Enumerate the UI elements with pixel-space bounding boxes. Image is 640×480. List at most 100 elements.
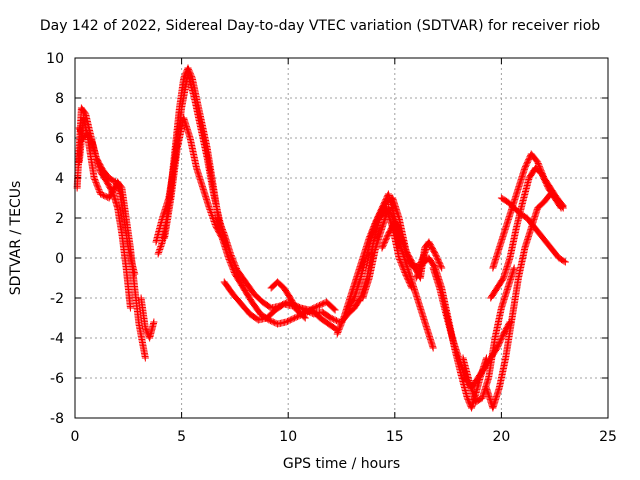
data-point-marker bbox=[400, 266, 408, 274]
data-point-marker bbox=[463, 394, 471, 402]
x-tick-label: 15 bbox=[386, 429, 404, 445]
data-point-marker bbox=[230, 257, 238, 265]
data-point-marker bbox=[218, 226, 226, 234]
data-point-marker bbox=[400, 240, 408, 248]
x-tick-label: 25 bbox=[599, 429, 617, 445]
x-tick-label: 0 bbox=[71, 429, 80, 445]
x-tick-label: 10 bbox=[279, 429, 297, 445]
data-point-marker bbox=[560, 257, 568, 265]
data-point-marker bbox=[395, 228, 403, 236]
data-point-marker bbox=[75, 124, 83, 132]
data-point-marker bbox=[157, 241, 165, 249]
data-point-marker bbox=[536, 164, 544, 172]
data-point-marker bbox=[210, 218, 218, 225]
data-point-marker bbox=[402, 247, 410, 255]
data-point-marker bbox=[291, 314, 299, 322]
data-point-marker bbox=[211, 219, 219, 227]
data-point-marker bbox=[535, 162, 543, 170]
data-point-marker bbox=[210, 216, 218, 224]
data-point-marker bbox=[141, 354, 149, 362]
data-point-marker bbox=[396, 231, 404, 239]
data-point-marker bbox=[327, 314, 335, 322]
data-point-marker bbox=[438, 264, 446, 272]
y-tick-label: -2 bbox=[50, 291, 64, 307]
data-point-marker bbox=[310, 304, 318, 312]
data-point-marker bbox=[95, 186, 103, 194]
data-point-marker bbox=[94, 184, 102, 192]
x-axis-label: GPS time / hours bbox=[282, 456, 401, 472]
data-point-marker bbox=[94, 183, 102, 191]
data-point-marker bbox=[334, 327, 342, 335]
data-point-marker bbox=[283, 317, 291, 325]
data-point-marker bbox=[98, 191, 106, 199]
data-point-marker bbox=[314, 302, 322, 310]
data-point-marker bbox=[311, 303, 319, 311]
data-point-marker bbox=[537, 165, 545, 173]
data-point-marker bbox=[336, 324, 344, 332]
data-point-marker bbox=[93, 181, 101, 189]
data-point-marker bbox=[207, 210, 215, 218]
data-point-marker bbox=[558, 203, 566, 211]
data-point-marker bbox=[538, 170, 546, 178]
data-point-marker bbox=[289, 315, 297, 323]
data-point-marker bbox=[396, 255, 404, 263]
data-point-marker bbox=[286, 316, 294, 324]
data-point-marker bbox=[318, 300, 326, 308]
y-tick-label: 10 bbox=[46, 51, 64, 67]
data-point-marker bbox=[205, 204, 213, 212]
data-point-marker bbox=[269, 318, 277, 326]
data-point-marker bbox=[77, 128, 85, 136]
data-point-marker bbox=[534, 158, 542, 166]
data-point-marker bbox=[537, 167, 545, 175]
data-point-marker bbox=[334, 329, 342, 337]
y-tick-label: -6 bbox=[50, 371, 64, 387]
y-tick-label: -4 bbox=[50, 331, 64, 347]
data-point-marker bbox=[539, 171, 547, 179]
data-point-marker bbox=[271, 319, 279, 327]
plot-frame bbox=[74, 57, 609, 419]
data-point-marker bbox=[76, 125, 84, 133]
data-point-marker bbox=[395, 254, 403, 262]
data-point-marker bbox=[328, 315, 336, 323]
data-point-marker bbox=[90, 174, 98, 182]
data-point-marker bbox=[330, 305, 338, 313]
data-point-marker bbox=[437, 263, 445, 271]
data-point-marker bbox=[219, 227, 227, 235]
data-point-marker bbox=[217, 223, 225, 231]
data-point-marker bbox=[534, 159, 542, 167]
data-point-marker bbox=[393, 224, 401, 232]
data-point-marker bbox=[393, 222, 401, 230]
y-tick-label: 8 bbox=[55, 91, 64, 107]
data-point-marker bbox=[228, 254, 236, 262]
y-tick-label: -8 bbox=[50, 411, 64, 427]
data-point-marker bbox=[336, 323, 344, 331]
data-point-marker bbox=[227, 250, 235, 258]
data-point-marker bbox=[150, 318, 158, 326]
data-point-marker bbox=[398, 235, 406, 243]
data-point-marker bbox=[464, 395, 472, 403]
data-point-marker bbox=[206, 207, 214, 215]
data-point-marker bbox=[208, 212, 216, 219]
data-point-marker bbox=[141, 324, 149, 332]
data-point-marker bbox=[78, 130, 86, 138]
data-point-marker bbox=[317, 301, 325, 309]
data-point-marker bbox=[407, 283, 415, 291]
data-point-marker bbox=[209, 213, 217, 221]
data-point-marker bbox=[306, 306, 314, 314]
data-point-marker bbox=[535, 161, 543, 169]
data-point-marker bbox=[230, 259, 238, 267]
data-point-marker bbox=[391, 219, 399, 227]
data-point-marker bbox=[282, 318, 290, 326]
data-point-marker bbox=[142, 325, 150, 333]
data-point-marker bbox=[510, 264, 518, 272]
data-point-marker bbox=[268, 317, 276, 325]
y-tick-label: 0 bbox=[55, 251, 64, 267]
data-point-marker bbox=[331, 306, 339, 314]
data-point-marker bbox=[214, 214, 222, 222]
data-point-marker bbox=[331, 316, 339, 324]
data-point-marker bbox=[207, 209, 215, 216]
data-point-marker bbox=[408, 284, 416, 292]
data-point-marker bbox=[292, 313, 300, 321]
data-point-marker bbox=[97, 190, 105, 198]
data-point-marker bbox=[335, 326, 343, 334]
